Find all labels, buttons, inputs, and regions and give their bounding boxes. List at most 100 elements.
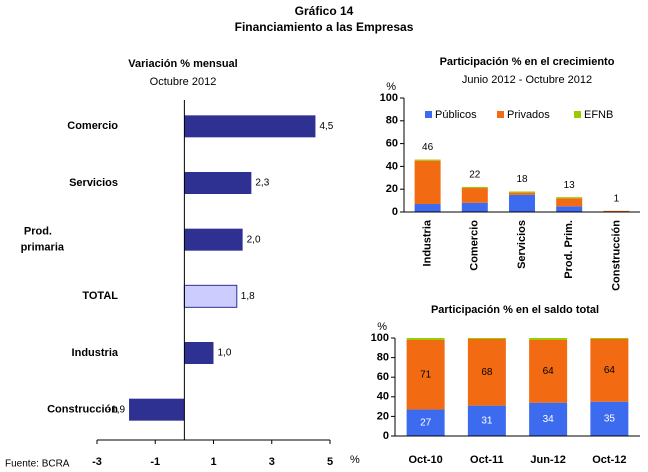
y-tick-label: 0 <box>392 206 398 218</box>
value-label: 4,5 <box>319 121 333 132</box>
category-label: Construcción <box>610 220 622 291</box>
bar-segment <box>461 188 488 203</box>
y-tick-label: 40 <box>377 391 389 403</box>
total-label: 18 <box>516 174 528 185</box>
category-label: Oct-12 <box>592 454 626 466</box>
value-label: -1,9 <box>108 404 126 415</box>
bar-segment <box>603 210 630 212</box>
category-label: Prod. Prim. <box>563 220 575 279</box>
bar-segment <box>590 401 629 436</box>
bar-segment <box>467 405 506 436</box>
segment-label: 35 <box>604 413 616 424</box>
legend-swatch <box>574 111 581 118</box>
x-tick-label: -3 <box>92 456 102 468</box>
bar <box>183 284 238 308</box>
category-label: Jun-12 <box>530 454 565 466</box>
value-label: 1,0 <box>218 348 232 359</box>
y-tick-label: 0 <box>383 430 389 442</box>
category-label: Servicios <box>69 177 118 189</box>
bar-segment <box>529 339 568 403</box>
title: Gráfico 14 <box>295 4 354 18</box>
y-tick-label: 60 <box>386 138 398 150</box>
bar <box>184 172 252 194</box>
segment-label: 68 <box>481 367 493 378</box>
bar-segment <box>509 191 535 193</box>
chart-title: Participación % en el saldo total <box>431 304 599 316</box>
x-tick-label: 1 <box>210 456 216 468</box>
x-tick-label: -1 <box>150 456 160 468</box>
bar-segment <box>414 159 441 161</box>
chart-subtitle: Octubre 2012 <box>150 76 217 88</box>
y-axis-label: % <box>377 321 387 333</box>
category-label: TOTAL <box>82 290 118 302</box>
bar-segment <box>529 402 568 436</box>
bar <box>184 342 214 364</box>
segment-label: 64 <box>604 365 616 376</box>
category-label: Servicios <box>516 220 528 269</box>
legend-label: Públicos <box>435 109 477 121</box>
legend-label: EFNB <box>584 109 613 121</box>
category-label: Oct-10 <box>409 454 443 466</box>
segment-label: 64 <box>543 366 555 377</box>
bar-segment <box>406 339 445 410</box>
bar-segment <box>461 186 488 189</box>
x-tick-label: 5 <box>327 456 333 468</box>
y-tick-label: 80 <box>386 115 398 127</box>
bar-segment <box>406 409 445 436</box>
y-tick-label: 40 <box>386 160 398 172</box>
bar-segment <box>414 204 441 212</box>
bar-segment <box>556 206 583 212</box>
bar-segment <box>590 338 629 402</box>
legend-swatch <box>497 111 504 118</box>
category-label: Oct-11 <box>470 454 504 466</box>
bar <box>129 398 185 421</box>
value-label: 2,3 <box>255 178 269 189</box>
bar <box>184 115 316 138</box>
category-label: Comercio <box>67 120 118 132</box>
bar-segment <box>406 338 445 340</box>
legend-swatch <box>425 111 432 118</box>
bar-segment <box>590 338 629 339</box>
chart-title: Variación % mensual <box>128 58 237 70</box>
y-tick-label: 20 <box>386 183 398 195</box>
bar-segment <box>467 338 506 406</box>
category-label: Industria <box>422 219 434 266</box>
segment-label: 34 <box>543 414 555 425</box>
segment-label: 31 <box>481 415 493 426</box>
y-tick-label: 80 <box>377 352 389 364</box>
y-tick-label: 100 <box>371 332 389 344</box>
total-label: 13 <box>564 180 576 191</box>
bar-segment <box>509 192 535 195</box>
segment-label: 27 <box>420 417 432 428</box>
bar-segment <box>414 160 441 205</box>
value-label: 2,0 <box>247 234 261 245</box>
y-axis-label: % <box>386 81 396 93</box>
category-label: Construcción <box>47 404 118 416</box>
total-label: 22 <box>469 170 481 181</box>
category-label: Comercio <box>469 220 481 271</box>
bar-segment <box>509 194 535 212</box>
source: Fuente: BCRA <box>5 459 70 470</box>
total-label: 1 <box>614 194 620 205</box>
subtitle: Financiamiento a las Empresas <box>235 20 414 34</box>
total-label: 46 <box>422 142 434 153</box>
category-label: Industria <box>72 347 119 359</box>
segment-label: 71 <box>420 369 432 380</box>
x-axis-label: % <box>350 454 360 466</box>
bar-segment <box>529 338 568 340</box>
chart-subtitle: Junio 2012 - Octubre 2012 <box>462 74 592 86</box>
y-tick-label: 60 <box>377 371 389 383</box>
legend-label: Privados <box>507 109 550 121</box>
category-label: Prod. primaria <box>21 226 65 254</box>
value-label: 1,8 <box>241 291 255 302</box>
y-tick-label: 100 <box>380 92 398 104</box>
bar-segment <box>556 197 583 199</box>
bar-segment <box>556 198 583 207</box>
y-tick-label: 20 <box>377 410 389 422</box>
bar-segment <box>461 202 488 212</box>
chart-title: Participación % en el crecimiento <box>440 56 615 68</box>
bar <box>184 228 243 251</box>
x-tick-label: 3 <box>269 456 275 468</box>
bar-segment <box>467 338 506 339</box>
